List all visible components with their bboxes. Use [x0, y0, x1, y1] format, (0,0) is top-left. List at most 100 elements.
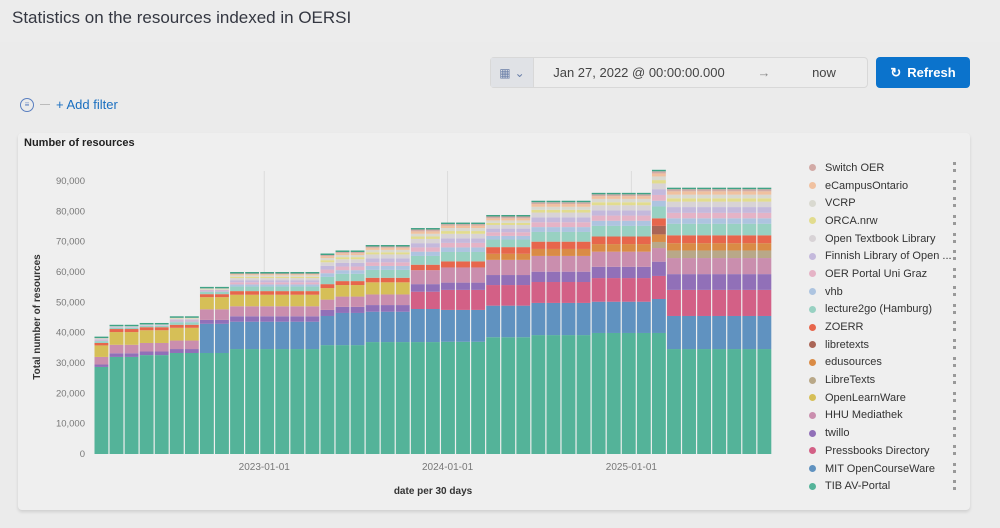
- bar-segment-open-textbook-library: [531, 212, 546, 218]
- legend-options-icon[interactable]: [953, 232, 956, 243]
- legend-options-icon[interactable]: [953, 285, 956, 296]
- legend-options-icon[interactable]: [953, 303, 956, 314]
- legend-item[interactable]: Switch OER: [806, 159, 966, 177]
- bar-segment-twillo: [260, 316, 275, 322]
- legend-options-icon[interactable]: [953, 427, 956, 438]
- bar-segment-finnish-library-of-open-: [245, 280, 260, 283]
- legend-options-icon[interactable]: [953, 250, 956, 261]
- bar-top-edge: [501, 214, 516, 217]
- bar-segment-hhu-mediathek: [501, 259, 516, 276]
- legend-item[interactable]: twillo: [806, 424, 966, 442]
- legend-item[interactable]: TIB AV-Portal: [806, 477, 966, 495]
- bar-segment-orca-nrw: [621, 202, 636, 206]
- bar-segment-switch-oer: [380, 246, 395, 248]
- legend-item[interactable]: eCampusOntario: [806, 177, 966, 195]
- legend-label: edusources: [825, 356, 882, 369]
- bar-segment-oer-portal-uni-graz: [621, 215, 636, 221]
- legend-options-icon[interactable]: [953, 179, 956, 190]
- bar-segment-mit-opencourseware: [230, 321, 244, 350]
- refresh-button[interactable]: ↻ Refresh: [876, 57, 970, 88]
- bar-segment-switch-oer: [425, 229, 440, 232]
- legend-options-icon[interactable]: [953, 391, 956, 402]
- bar-segment-switch-oer: [531, 202, 546, 205]
- legend-color-dot-icon: [809, 429, 816, 437]
- bar-segment-ecampusontario: [561, 204, 576, 207]
- bar-segment-vcrp: [380, 249, 395, 253]
- y-tick-label: 20,000: [56, 388, 85, 399]
- legend-item[interactable]: LibreTexts: [806, 371, 966, 389]
- add-filter-button[interactable]: + Add filter: [56, 97, 118, 112]
- legend-item[interactable]: OpenLearnWare: [806, 389, 966, 407]
- bar-segment-finnish-library-of-open-: [697, 207, 712, 213]
- legend-item[interactable]: VCRP: [806, 194, 966, 212]
- legend-options-icon[interactable]: [953, 445, 956, 455]
- legend-options-icon[interactable]: [953, 356, 956, 367]
- legend-item[interactable]: lecture2go (Hamburg): [806, 301, 966, 319]
- bar-segment-oer-portal-uni-graz: [350, 266, 365, 271]
- legend-options-icon[interactable]: [953, 480, 956, 491]
- bar-segment-hhu-mediathek: [712, 258, 727, 275]
- legend-options-icon[interactable]: [953, 215, 956, 226]
- legend-item[interactable]: Pressbooks Directory: [806, 442, 966, 460]
- bar-segment-tib-av-portal: [441, 341, 455, 454]
- bar-top-edge: [561, 200, 576, 203]
- bar-segment-libretexts: [651, 241, 666, 249]
- legend-options-icon[interactable]: [953, 462, 956, 473]
- y-axis-label: Total number of resources: [32, 254, 43, 380]
- legend-options-icon[interactable]: [953, 321, 956, 332]
- bar-segment-libretexts: [712, 250, 727, 259]
- legend-item[interactable]: OER Portal Uni Graz: [806, 265, 966, 283]
- bar-segment-open-textbook-library: [456, 233, 470, 239]
- page-title: Statistics on the resources indexed in O…: [12, 8, 352, 27]
- legend-item[interactable]: ORCA.nrw: [806, 212, 966, 230]
- legend-item[interactable]: edusources: [806, 354, 966, 372]
- quick-select-button[interactable]: ▦ ⌄: [491, 58, 534, 87]
- bar-segment-mit-opencourseware: [636, 301, 651, 333]
- bar-segment-hhu-mediathek: [139, 342, 154, 352]
- legend-item[interactable]: Finnish Library of Open ...: [806, 247, 966, 265]
- end-date[interactable]: now: [812, 65, 836, 80]
- bar-segment-libretexts: [682, 250, 696, 259]
- y-tick-label: 30,000: [56, 358, 85, 369]
- bar-segment-tib-av-portal: [245, 349, 260, 454]
- bar-segment-ecampusontario: [576, 204, 591, 207]
- bar-segment-pressbooks-directory: [471, 289, 486, 310]
- legend-options-icon[interactable]: [953, 338, 956, 349]
- bar-segment-finnish-library-of-open-: [621, 210, 636, 216]
- bar-segment-open-textbook-library: [290, 278, 305, 281]
- bar-segment-hhu-mediathek: [109, 344, 124, 354]
- bar-segment-mit-opencourseware: [561, 302, 576, 336]
- bar-segment-mit-opencourseware: [606, 301, 621, 333]
- bar-segment-zoerr: [215, 294, 229, 298]
- legend-item[interactable]: Open Textbook Library: [806, 230, 966, 248]
- bar-segment-switch-oer: [471, 224, 486, 226]
- bar-segment-vhb: [94, 340, 109, 342]
- bar-segment-switch-oer: [591, 194, 606, 197]
- bar-segment-tib-av-portal: [395, 342, 410, 454]
- refresh-icon: ↻: [890, 64, 902, 80]
- bar-segment-lecture2go-hamburg-: [275, 286, 290, 292]
- bar-segment-vcrp: [682, 194, 696, 199]
- legend-item[interactable]: HHU Mediathek: [806, 407, 966, 425]
- legend-options-icon[interactable]: [953, 374, 956, 385]
- bar-segment-zoerr: [682, 235, 696, 244]
- legend-options-icon[interactable]: [953, 162, 956, 172]
- legend-item[interactable]: ZOERR: [806, 318, 966, 336]
- legend-item[interactable]: vhb: [806, 283, 966, 301]
- bar-segment-pressbooks-directory: [742, 289, 757, 316]
- date-range-picker[interactable]: ▦ ⌄ Jan 27, 2022 @ 00:00:00.000 → now: [490, 57, 868, 88]
- bar-segment-lecture2go-hamburg-: [667, 223, 681, 236]
- bar-segment-open-textbook-library: [215, 289, 229, 290]
- bar-segment-finnish-library-of-open-: [230, 280, 244, 283]
- bar-segment-edusources: [697, 243, 712, 251]
- start-date[interactable]: Jan 27, 2022 @ 00:00:00.000: [553, 65, 725, 80]
- legend-item[interactable]: MIT OpenCourseWare: [806, 460, 966, 478]
- bar-segment-ecampusontario: [350, 253, 365, 256]
- legend-label: libretexts: [825, 338, 870, 351]
- legend-options-icon[interactable]: [953, 409, 956, 420]
- legend-item[interactable]: libretexts: [806, 336, 966, 354]
- bar-segment-hhu-mediathek: [169, 340, 184, 350]
- filter-options-icon[interactable]: ≡: [20, 97, 34, 112]
- legend-options-icon[interactable]: [953, 268, 956, 279]
- legend-options-icon[interactable]: [953, 197, 956, 208]
